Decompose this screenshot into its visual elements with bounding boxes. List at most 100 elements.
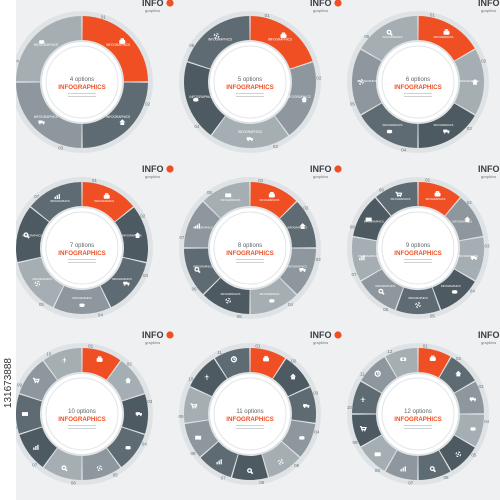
truck-icon <box>299 268 306 273</box>
segment-07 <box>200 441 238 478</box>
segment-06 <box>232 454 268 481</box>
segment-number: 02 <box>467 200 473 205</box>
home-icon <box>301 96 308 103</box>
center-description-line <box>68 262 96 263</box>
segment-label: INFOGRAPHICS <box>34 115 58 119</box>
options-label: 4 options <box>70 77 94 83</box>
logo-sub-text: graphics <box>313 8 328 13</box>
coin-icon <box>125 445 131 450</box>
segment-number: 05 <box>39 302 45 307</box>
mail-icon <box>365 217 372 222</box>
segment-05 <box>203 278 250 314</box>
cart-icon <box>32 377 40 384</box>
segment-06 <box>43 448 82 480</box>
segment-number: 01 <box>258 178 264 183</box>
segment-number: 08 <box>375 468 381 473</box>
logo-text: INFO <box>478 0 500 8</box>
segment-07 <box>30 182 82 222</box>
home-icon <box>119 119 126 126</box>
segment-04 <box>53 286 111 315</box>
briefcase-icon <box>263 355 270 362</box>
briefcase-icon <box>280 32 287 38</box>
coin-icon <box>38 40 45 44</box>
segment-number: 03 <box>467 126 473 131</box>
segment-label: INFOGRAPHICS <box>208 38 232 42</box>
segment-05 <box>439 435 475 471</box>
segment-number: 11 <box>217 350 222 355</box>
segment-label: INFOGRAPHICS <box>391 197 411 201</box>
center-description-line <box>404 96 432 97</box>
segment-02 <box>445 197 483 241</box>
segment-label: INFOGRAPHICS <box>193 225 213 229</box>
segment-04 <box>16 16 82 82</box>
segment-number: 01 <box>423 343 429 348</box>
center-title: INFOGRAPHICS <box>58 84 105 91</box>
segment-label: INFOGRAPHICS <box>221 292 241 296</box>
gear-icon <box>277 459 284 465</box>
mail-icon <box>225 193 232 198</box>
center-title: INFOGRAPHICS <box>226 84 273 91</box>
logo-sub-text: graphics <box>145 8 160 13</box>
segment-label: INFOGRAPHICS <box>189 95 213 99</box>
segment-04 <box>184 62 225 135</box>
segment-number: 04 <box>314 430 320 435</box>
segment-number: 09 <box>179 414 185 419</box>
center-description-line <box>68 93 96 94</box>
segment-number: 07 <box>32 462 38 467</box>
options-label: 11 options <box>236 409 263 415</box>
center-description-line <box>236 93 264 94</box>
segment-number: 09 <box>352 440 358 445</box>
segment-label: INFOGRAPHICS <box>221 198 241 202</box>
chart-icon <box>33 444 39 450</box>
segment-number: 05 <box>350 101 356 106</box>
center-description-line <box>404 259 432 260</box>
segment-04 <box>454 414 484 447</box>
search-icon <box>23 232 30 239</box>
logo-dot <box>166 331 174 339</box>
search-icon <box>194 266 201 274</box>
clock-icon <box>374 370 381 377</box>
logo-sub-text: graphics <box>145 174 160 179</box>
gear-icon <box>34 280 41 287</box>
gear-icon <box>96 465 103 472</box>
briefcase-icon <box>103 193 110 199</box>
logo-sub-text: graphics <box>313 174 328 179</box>
segment-06 <box>15 207 49 263</box>
segment-07 <box>184 201 220 248</box>
segment-01 <box>250 16 313 69</box>
segment-number: 04 <box>470 288 476 293</box>
logo-dot <box>334 0 342 7</box>
segment-06 <box>361 16 418 61</box>
logo-text: INFO <box>142 164 164 174</box>
segment-number: 01 <box>430 13 436 18</box>
coin-icon <box>386 129 393 134</box>
center-description-line <box>68 96 96 97</box>
center-description-line <box>404 425 432 426</box>
center-circle <box>42 374 122 454</box>
logo-sub-text: graphics <box>481 174 496 179</box>
center-description-line <box>404 428 432 429</box>
center-inner-ring <box>213 211 287 285</box>
center-title: INFOGRAPHICS <box>226 416 273 423</box>
segment-label: INFOGRAPHICS <box>193 265 213 269</box>
logo-sub-text: graphics <box>313 340 328 345</box>
options-label: 9 options <box>406 243 430 249</box>
center-circle <box>378 42 458 122</box>
truck-icon <box>246 137 253 142</box>
mail-icon <box>22 412 28 416</box>
segment-number: 09 <box>17 383 23 388</box>
segment-08 <box>184 420 218 457</box>
segment-number: 08 <box>207 190 213 195</box>
logo-sub-text: graphics <box>481 340 496 345</box>
mail-icon <box>195 435 202 440</box>
briefcase-icon <box>429 355 436 362</box>
center-title: INFOGRAPHICS <box>226 250 273 257</box>
segment-number: 07 <box>408 481 414 486</box>
chart-icon <box>216 459 222 465</box>
